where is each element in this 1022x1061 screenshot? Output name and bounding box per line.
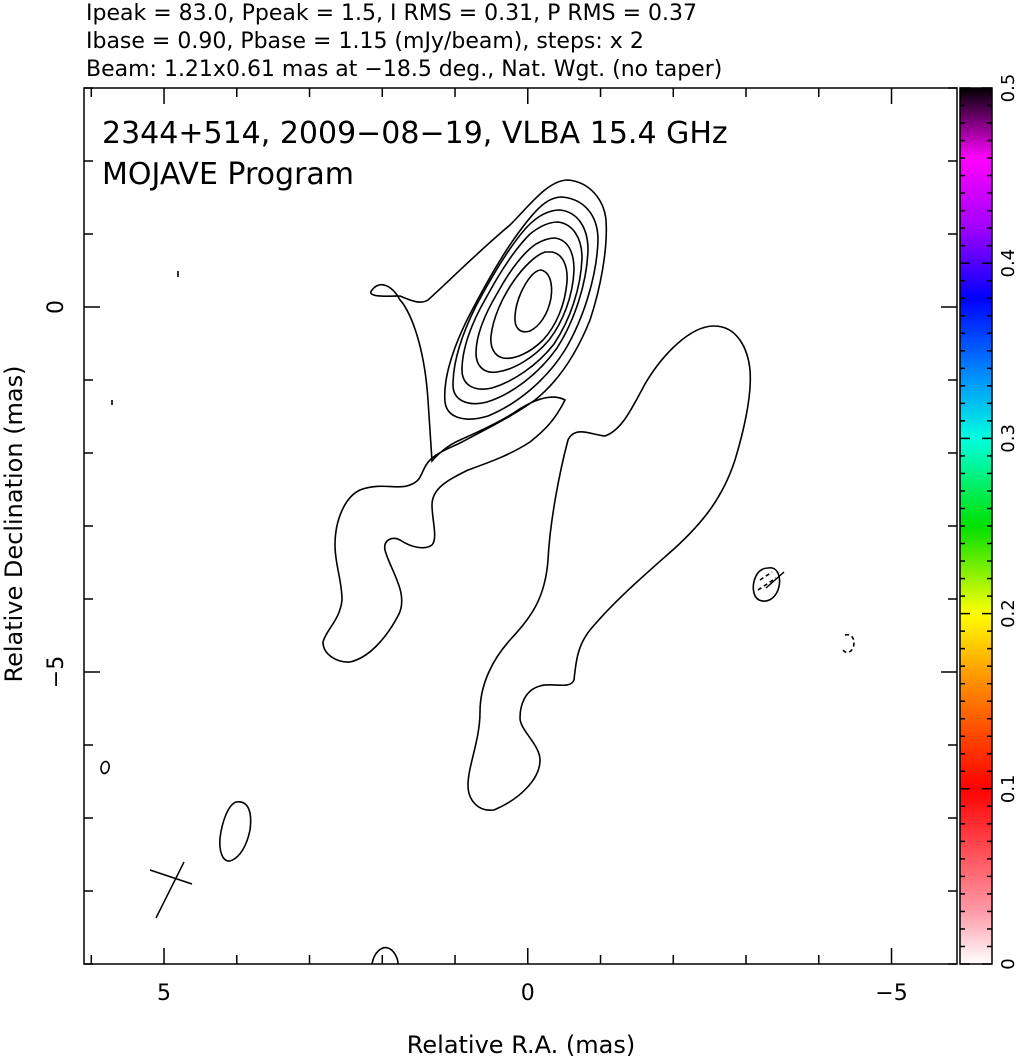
y-axis-label: Relative Declination (mas): [0, 365, 28, 682]
contour-core-level-7: [490, 251, 568, 360]
contour-core-outer: [322, 179, 608, 663]
contour-blob-bottom: [371, 946, 399, 965]
contour-core-level-6: [475, 237, 575, 374]
contour-blob-left: [100, 760, 110, 775]
colorbar: [959, 87, 993, 965]
y-axis-ticks: 0 −5: [44, 87, 957, 965]
x-axis-label: Relative R.A. (mas): [407, 1031, 635, 1059]
contour-negative-1: [842, 633, 855, 654]
colorbar-tick-label: 0.1: [998, 774, 1019, 803]
plot-frame: [83, 87, 958, 965]
colorbar-tick-label: 0: [998, 958, 1019, 969]
contour-blob-west-1: [752, 567, 781, 602]
y-tick-label: 0: [44, 300, 69, 314]
contour-core-level-4: [452, 209, 589, 405]
colorbar-tick-label: 0.2: [998, 599, 1019, 628]
polarization-vector: [765, 571, 785, 589]
contour-group: [100, 179, 855, 965]
contour-blob-southwest: [219, 801, 252, 862]
x-axis-ticks: 5 0 −5: [90, 88, 908, 1006]
contour-jet-south: [467, 325, 752, 811]
x-tick-label: −5: [875, 981, 907, 1006]
beam-cross: [149, 861, 193, 919]
header-line-3: Beam: 1.21x0.61 mas at −18.5 deg., Nat. …: [86, 57, 722, 82]
colorbar-ticks: 0 0.1 0.2 0.3 0.4 0.5: [960, 74, 1019, 970]
chart-subtitle: MOJAVE Program: [102, 157, 354, 192]
colorbar-tick-label: 0.3: [998, 424, 1019, 453]
chart-title: 2344+514, 2009−08−19, VLBA 15.4 GHz: [102, 116, 728, 151]
colorbar-tick-label: 0.4: [998, 249, 1019, 278]
x-tick-label: 0: [521, 981, 535, 1006]
y-tick-label: −5: [44, 656, 69, 688]
contour-core-level-8: [514, 269, 553, 333]
x-tick-label: 5: [157, 981, 171, 1006]
contour-core-level-3: [443, 196, 599, 420]
colorbar-tick-label: 0.5: [998, 74, 1019, 103]
beam-minor-axis: [149, 869, 193, 885]
contour-negative-2: [757, 571, 777, 591]
header-line-2: Ibase = 0.90, Pbase = 1.15 (mJy/beam), s…: [86, 29, 644, 54]
header-line-1: Ipeak = 83.0, Ppeak = 1.5, I RMS = 0.31,…: [86, 1, 697, 26]
beam-major-axis: [155, 861, 185, 919]
contour-core-level-5: [461, 221, 583, 390]
